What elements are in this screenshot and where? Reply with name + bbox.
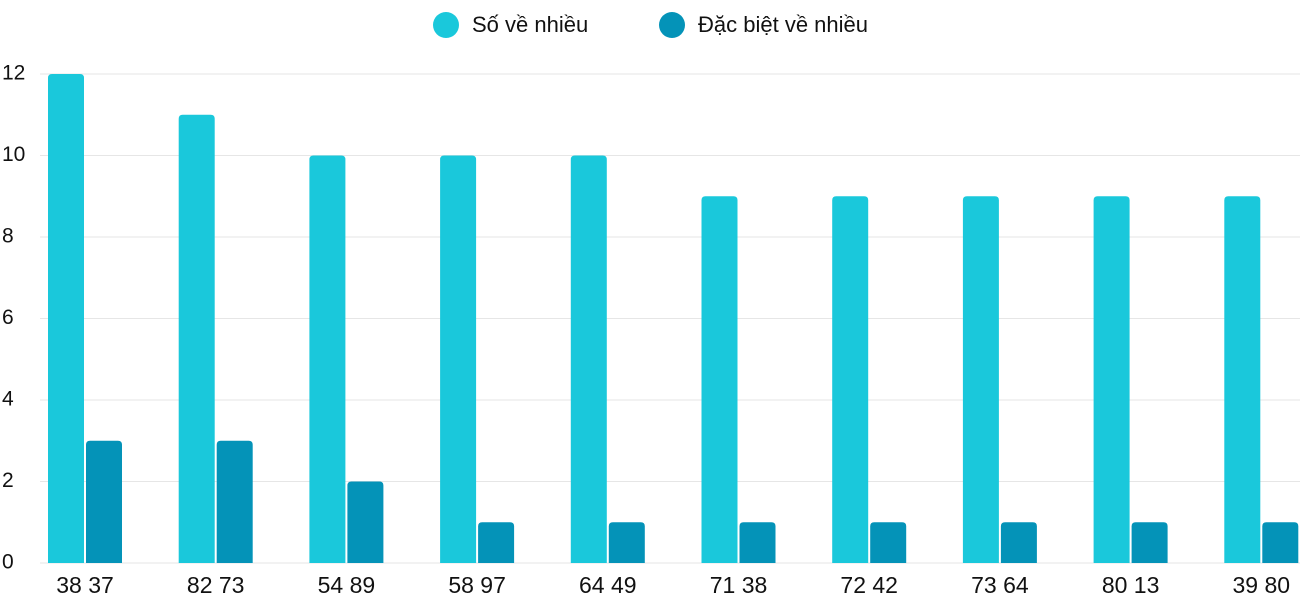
bar bbox=[962, 196, 999, 563]
y-tick-label: 12 bbox=[2, 62, 25, 85]
x-tick-label: 72 42 bbox=[840, 572, 898, 598]
y-tick-label: 0 bbox=[2, 551, 14, 574]
x-tick-label: 73 64 bbox=[971, 572, 1029, 598]
y-tick-label: 10 bbox=[2, 143, 25, 166]
legend-label: Số về nhiều bbox=[472, 12, 588, 37]
bar bbox=[1224, 196, 1261, 563]
bar bbox=[1000, 522, 1037, 563]
y-tick-label: 4 bbox=[2, 388, 14, 411]
x-tick-label: 54 89 bbox=[318, 572, 376, 598]
bar bbox=[570, 155, 607, 563]
bar bbox=[608, 522, 645, 563]
bar bbox=[1093, 196, 1130, 563]
x-tick-label: 38 37 bbox=[56, 572, 114, 598]
x-tick-label: 82 73 bbox=[187, 572, 245, 598]
y-tick-label: 6 bbox=[2, 306, 14, 329]
bar bbox=[1131, 522, 1168, 563]
bar bbox=[739, 522, 776, 563]
x-tick-label: 80 13 bbox=[1102, 572, 1160, 598]
bar bbox=[86, 440, 122, 563]
legend-marker bbox=[659, 12, 685, 38]
legend-label: Đặc biệt về nhiều bbox=[698, 12, 868, 37]
bar bbox=[309, 155, 346, 563]
x-tick-label: 71 38 bbox=[710, 572, 768, 598]
x-tick-label: 64 49 bbox=[579, 572, 637, 598]
legend-marker bbox=[433, 12, 459, 38]
x-tick-label: 39 80 bbox=[1233, 572, 1291, 598]
bar bbox=[347, 481, 384, 563]
bar bbox=[701, 196, 738, 563]
bar bbox=[832, 196, 869, 563]
bar bbox=[440, 155, 477, 563]
bar bbox=[216, 440, 253, 563]
bar bbox=[1262, 522, 1299, 563]
bar bbox=[48, 74, 84, 563]
bar bbox=[870, 522, 907, 563]
bar bbox=[178, 114, 215, 563]
y-tick-label: 2 bbox=[2, 469, 14, 492]
y-tick-label: 8 bbox=[2, 225, 14, 248]
x-tick-label: 58 97 bbox=[448, 572, 506, 598]
bar bbox=[478, 522, 515, 563]
